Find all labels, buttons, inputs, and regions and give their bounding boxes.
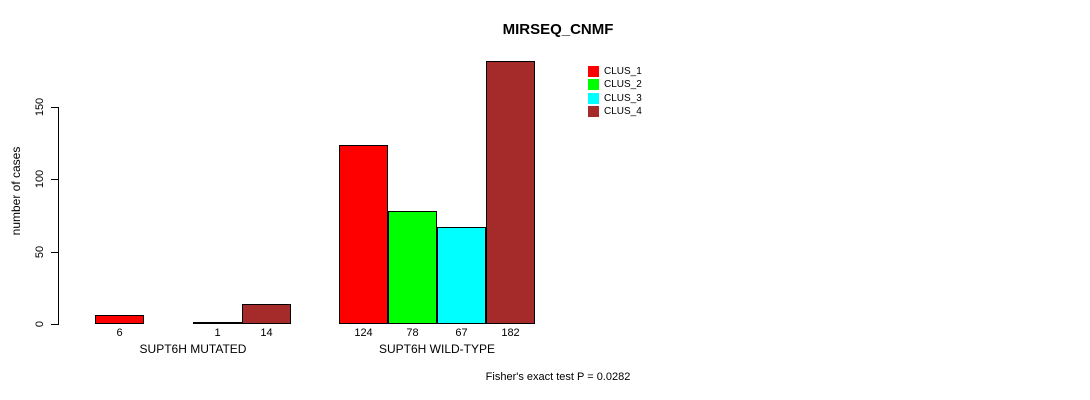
y-tick-label: 150: [34, 97, 46, 117]
y-axis-label: number of cases: [9, 146, 23, 236]
bar: [486, 61, 535, 324]
fisher-test-annotation: Fisher's exact test P = 0.0282: [485, 371, 631, 383]
bar: [388, 211, 437, 324]
bar: [193, 322, 242, 324]
y-tick-label: 100: [34, 170, 46, 189]
legend-swatch: [588, 66, 599, 77]
bar-value-label: 124: [354, 327, 373, 339]
bar-value-label: 1: [214, 327, 221, 339]
legend-swatch: [588, 79, 599, 91]
legend-label: CLUS_1: [604, 66, 642, 77]
bar-value-label: 14: [260, 327, 273, 339]
y-axis-line: [58, 107, 59, 325]
y-tick-label: 0: [34, 320, 46, 328]
bar: [437, 227, 486, 324]
y-tick: [51, 107, 58, 108]
bar: [242, 304, 291, 324]
group-label: SUPT6H WILD-TYPE: [378, 342, 496, 356]
y-tick: [51, 251, 58, 253]
y-tick: [51, 324, 58, 325]
y-tick: [51, 179, 58, 181]
bar-value-label: 6: [116, 327, 123, 339]
y-tick-label: 50: [34, 245, 46, 258]
group-label: SUPT6H MUTATED: [139, 342, 247, 356]
legend-label: CLUS_2: [604, 79, 642, 91]
bar-value-label: 182: [501, 327, 520, 339]
legend-swatch: [588, 92, 599, 104]
chart-title: MIRSEQ_CNMF: [502, 21, 614, 38]
bar-value-label: 67: [455, 327, 468, 339]
legend-label: CLUS_3: [604, 92, 642, 104]
legend-label: CLUS_4: [604, 106, 642, 118]
legend-swatch: [588, 106, 599, 118]
bar: [95, 315, 144, 324]
bar-value-label: 78: [406, 327, 419, 339]
bar: [339, 145, 388, 324]
